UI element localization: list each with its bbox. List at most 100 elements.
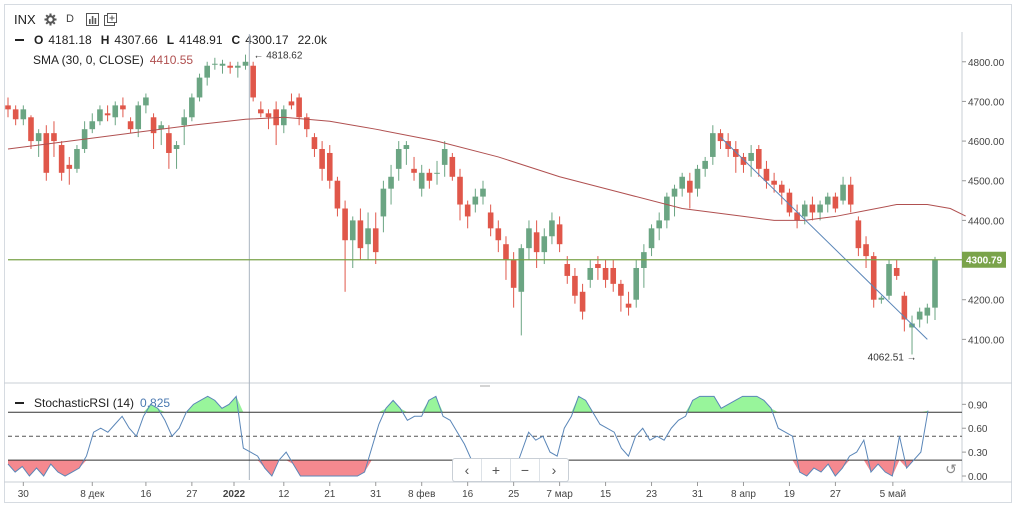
candle-body (20, 109, 27, 120)
candle-body (901, 295, 908, 320)
candle-body (771, 180, 777, 185)
candle-body (426, 172, 433, 181)
candle-body (595, 264, 601, 268)
high-label: H (100, 33, 110, 47)
current-price-label: 4300.79 (966, 256, 1003, 267)
symbol-label[interactable]: INX (14, 11, 36, 27)
current-price-tag (962, 251, 1006, 268)
stoch-tick-label: 0.60 (968, 424, 988, 435)
scroll-left-button[interactable]: ‹ (453, 459, 482, 481)
candle-body (656, 220, 662, 229)
candle-body (120, 105, 126, 110)
candle-body (441, 149, 448, 165)
time-tick-label: 8 дек (80, 489, 105, 500)
time-tick-label: 16 (462, 489, 474, 500)
candle-body (365, 228, 371, 245)
candle-body (434, 172, 440, 174)
candle-body (196, 77, 203, 98)
gear-icon[interactable] (44, 9, 57, 29)
stoch-legend[interactable]: StochasticRSI (14) 0.825 (15, 396, 170, 410)
zoom-in-button[interactable]: + (482, 459, 511, 481)
candle-body (250, 65, 256, 98)
candle-body (449, 156, 456, 177)
candle-body (189, 97, 195, 118)
time-tick-label: 12 (278, 489, 290, 500)
open-label: O (34, 33, 44, 47)
series-toggle[interactable] (15, 402, 24, 404)
candle-body (786, 192, 793, 213)
close-label: C (231, 33, 241, 47)
candle-body (664, 196, 670, 221)
candle-body (572, 275, 578, 296)
candle-body (824, 196, 831, 205)
candle-body (418, 172, 425, 189)
sma-label: SMA (30, 0, CLOSE) (33, 53, 144, 67)
candle-body (457, 176, 463, 205)
interval-selector[interactable]: D (66, 13, 74, 25)
time-tick-label: 15 (600, 489, 612, 500)
time-tick-label: 23 (646, 489, 658, 500)
candle-body (556, 224, 563, 245)
candle-body (35, 133, 42, 142)
candle-body (464, 204, 471, 217)
candle-body (763, 168, 770, 181)
candle-body (564, 264, 571, 276)
candle-body (303, 117, 310, 130)
candle-body (372, 228, 379, 253)
reset-icon[interactable]: ↺ (945, 460, 957, 477)
candle-body (28, 117, 34, 142)
price-tick-label: 4800.00 (968, 58, 1005, 69)
volume-value: 22.0k (297, 33, 327, 47)
stoch-value: 0.825 (140, 396, 171, 410)
add-window-icon[interactable] (104, 9, 117, 29)
high-annotation: ← 4818.62 (253, 51, 302, 62)
scroll-right-button[interactable]: › (551, 462, 557, 478)
low-value: 4148.91 (179, 33, 223, 47)
candle-body (610, 267, 617, 284)
candle-body (204, 65, 210, 78)
time-tick-label: 7 мар (546, 489, 573, 500)
chart-navigation: ‹ + − › (452, 458, 569, 482)
trend-line (720, 136, 928, 340)
candle-body (518, 248, 525, 292)
candle-body (58, 145, 65, 173)
time-tick-label: 30 (18, 489, 30, 500)
price-tick-label: 4400.00 (968, 216, 1005, 227)
candle-body (579, 291, 586, 312)
candle-body (326, 152, 333, 181)
candle-body (924, 307, 931, 316)
candle-body (778, 184, 785, 193)
candle-body (97, 109, 103, 122)
stoch-tick-label: 0.00 (968, 472, 988, 483)
candle-body (755, 149, 762, 169)
candle-body (840, 184, 846, 201)
candle-body (503, 244, 509, 261)
candle-body (319, 149, 325, 169)
candle-body (633, 267, 640, 300)
candle-body (618, 283, 624, 296)
candle-body (549, 220, 555, 237)
time-tick-label: 27 (186, 489, 198, 500)
candle-body (801, 204, 808, 217)
stoch-tick-label: 0.90 (968, 400, 988, 411)
candle-body (181, 117, 188, 126)
candle-body (411, 168, 417, 173)
candle-body (495, 228, 502, 241)
candle-body (380, 188, 387, 217)
candle-body (173, 145, 180, 150)
price-tick-label: 4700.00 (968, 97, 1005, 108)
candle-body (932, 260, 938, 308)
sma-legend[interactable]: SMA (30, 0, CLOSE) 4410.55 (33, 53, 193, 67)
candle-body (679, 176, 685, 189)
candle-body (296, 97, 302, 118)
time-tick-label: 19 (784, 489, 796, 500)
candle-body (870, 256, 877, 300)
stoch-line (7, 395, 929, 477)
zoom-out-button[interactable]: − (511, 459, 540, 481)
bar-chart-icon[interactable] (86, 9, 99, 29)
candle-body (893, 267, 900, 276)
candle-body (311, 137, 318, 150)
series-toggle[interactable] (15, 39, 24, 41)
time-tick-label: 21 (324, 489, 336, 500)
